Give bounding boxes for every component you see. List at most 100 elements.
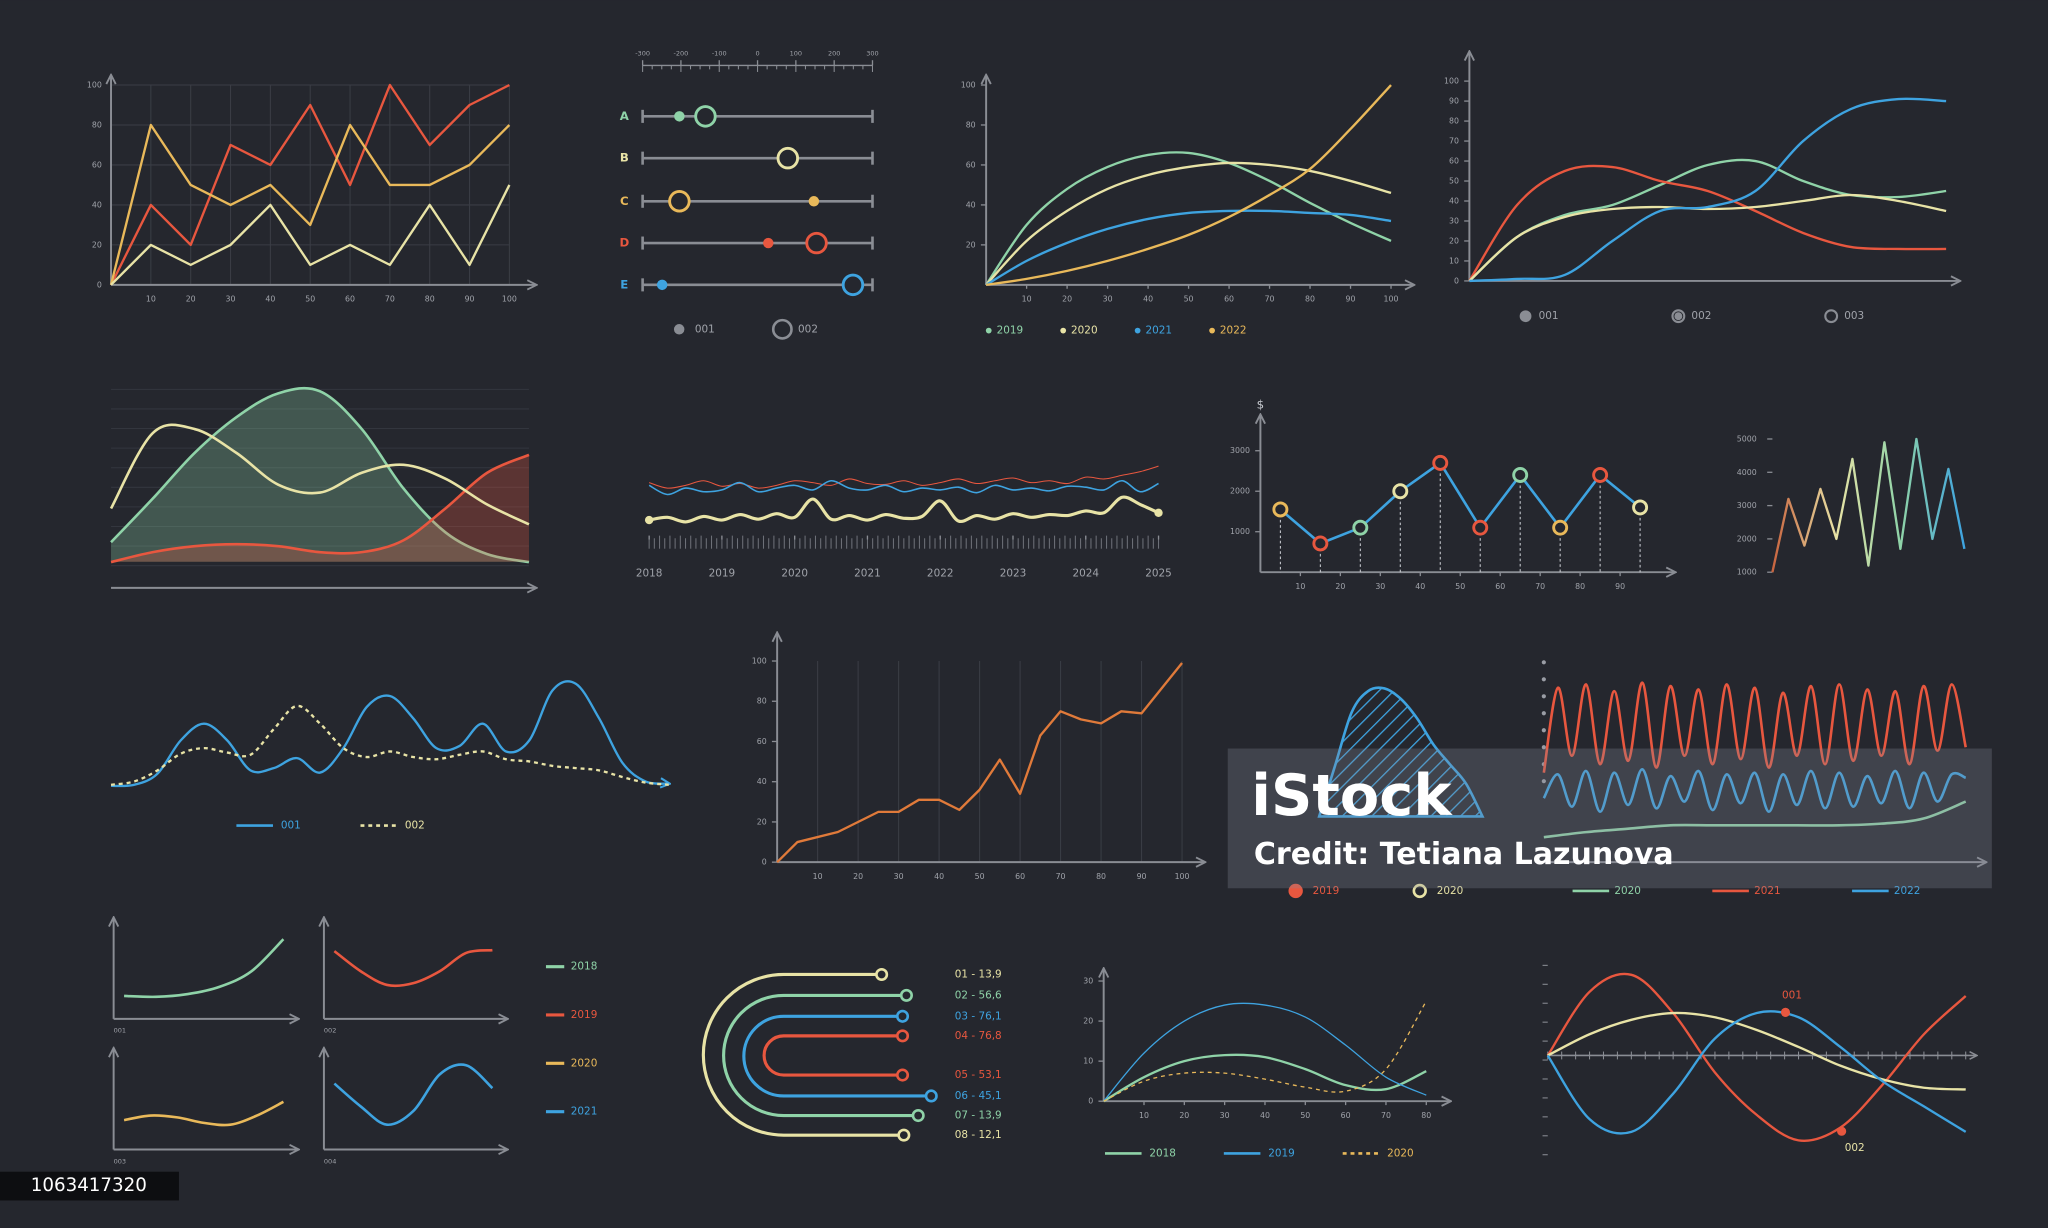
axis-dot xyxy=(1541,728,1546,733)
u-track xyxy=(701,972,904,1137)
x-tick-label: 40 xyxy=(1143,295,1153,304)
x-tick-label: 70 xyxy=(1535,582,1545,591)
u-end xyxy=(897,1128,911,1142)
legend-label: 2019 xyxy=(1268,1147,1295,1159)
y-tick-label: 3000 xyxy=(1737,501,1757,510)
u-end xyxy=(875,967,889,982)
point xyxy=(1392,483,1409,500)
axis-dot xyxy=(1541,745,1546,750)
image-id: 1063417320 xyxy=(31,1175,147,1196)
x-tick-label: 90 xyxy=(465,295,475,304)
x-tick-label: 50 xyxy=(1300,1111,1310,1120)
legend-marker xyxy=(1824,309,1839,324)
x-tick-label: 0 xyxy=(755,50,759,58)
x-tick-label: 30 xyxy=(226,295,236,304)
y-tick-label: 20 xyxy=(92,240,102,249)
x-tick-label: 20 xyxy=(186,295,196,304)
series-line xyxy=(123,1100,285,1127)
point xyxy=(644,515,654,525)
u-end xyxy=(899,988,913,1002)
x-tick-label: 10 xyxy=(1139,1111,1149,1120)
item-label: 08 - 12,1 xyxy=(955,1129,1002,1141)
x-tick-label: -300 xyxy=(635,50,650,58)
y-tick-label: 20 xyxy=(757,817,767,826)
y-tick-label: 40 xyxy=(92,200,102,209)
category-label: A xyxy=(620,109,630,123)
y-tick-label: 30 xyxy=(1083,977,1093,986)
x-tick-label: 60 xyxy=(1224,295,1234,304)
series-line xyxy=(1543,800,1967,839)
axis-dot xyxy=(1541,694,1546,699)
y-tick-label: 3000 xyxy=(1230,446,1250,455)
legend-label: 2020 xyxy=(571,1057,598,1069)
annotation-marker xyxy=(1780,1007,1791,1017)
category-label: C xyxy=(620,194,629,208)
item-label: 01 - 13,9 xyxy=(955,968,1002,980)
series-line xyxy=(1103,1002,1427,1102)
legend-label: 2020 xyxy=(1071,325,1098,337)
legend-marker xyxy=(1674,312,1683,321)
series-line xyxy=(985,209,1392,286)
y-tick-label: 2000 xyxy=(1230,487,1250,496)
point xyxy=(674,111,685,122)
legend-label: 001 xyxy=(1539,310,1559,322)
point xyxy=(776,146,800,170)
y-tick-label: 60 xyxy=(966,160,976,169)
category-label: B xyxy=(620,151,629,165)
x-tick-label: 60 xyxy=(1341,1111,1351,1120)
y-tick-label: 60 xyxy=(1449,157,1459,166)
series-line xyxy=(1547,1011,1966,1091)
x-tick-label: 40 xyxy=(934,872,944,881)
x-tick-label: 80 xyxy=(1575,582,1585,591)
watermark-credit: Credit: Tetiana Lazunova xyxy=(1254,837,1674,872)
y-tick-label: 40 xyxy=(1449,197,1459,206)
series-line xyxy=(1279,461,1641,545)
annotation-marker xyxy=(1837,1126,1847,1136)
u-track xyxy=(762,1034,903,1077)
u-track xyxy=(742,1014,932,1098)
legend-label: 2022 xyxy=(1220,325,1247,337)
point xyxy=(1512,467,1529,483)
x-tick-label: 90 xyxy=(1615,582,1625,591)
y-tick-label: 100 xyxy=(752,657,767,666)
x-tick-label: 20 xyxy=(853,872,863,881)
axis-dot xyxy=(1541,677,1546,682)
axis-dot xyxy=(1541,779,1546,784)
series-line xyxy=(1103,1053,1427,1103)
item-label: 04 - 76,8 xyxy=(955,1030,1002,1042)
series-line xyxy=(110,184,511,286)
x-tick-label: 30 xyxy=(1375,582,1385,591)
y-tick-label: 0 xyxy=(762,858,767,867)
watermark-band xyxy=(1227,748,1992,889)
x-tick-label: 60 xyxy=(1015,872,1025,881)
u-end xyxy=(895,1068,910,1082)
series-area xyxy=(111,454,529,563)
x-tick-label: 2025 xyxy=(1145,568,1172,580)
x-tick-label: 10 xyxy=(1022,295,1032,304)
legend-label: 2018 xyxy=(571,961,598,973)
x-tick-label: 2020 xyxy=(781,568,808,580)
point xyxy=(668,190,691,213)
x-tick-label: 10 xyxy=(146,295,156,304)
x-tick-label: 20 xyxy=(1062,295,1072,304)
legend-marker xyxy=(1134,327,1141,334)
y-tick-label: 60 xyxy=(757,737,767,746)
y-tick-label: 2000 xyxy=(1737,534,1757,543)
y-tick-label: 70 xyxy=(1449,137,1459,146)
bell-area xyxy=(1317,686,1485,818)
legend-label: 002 xyxy=(405,820,425,832)
x-tick-label: 60 xyxy=(1495,582,1505,591)
series-line xyxy=(110,680,669,786)
series-line xyxy=(110,386,530,564)
y-tick-label: 90 xyxy=(1449,97,1459,106)
series-line xyxy=(1542,767,1967,814)
y-tick-label: 0 xyxy=(97,280,102,289)
series-line xyxy=(648,479,1159,496)
x-tick-label: 40 xyxy=(1260,1111,1270,1120)
x-tick-label: -200 xyxy=(674,50,689,58)
x-tick-label: 2024 xyxy=(1072,568,1099,580)
u-end xyxy=(924,1089,938,1103)
x-tick-label: 50 xyxy=(1455,582,1465,591)
series-line xyxy=(109,83,510,286)
series-line xyxy=(985,84,1392,287)
